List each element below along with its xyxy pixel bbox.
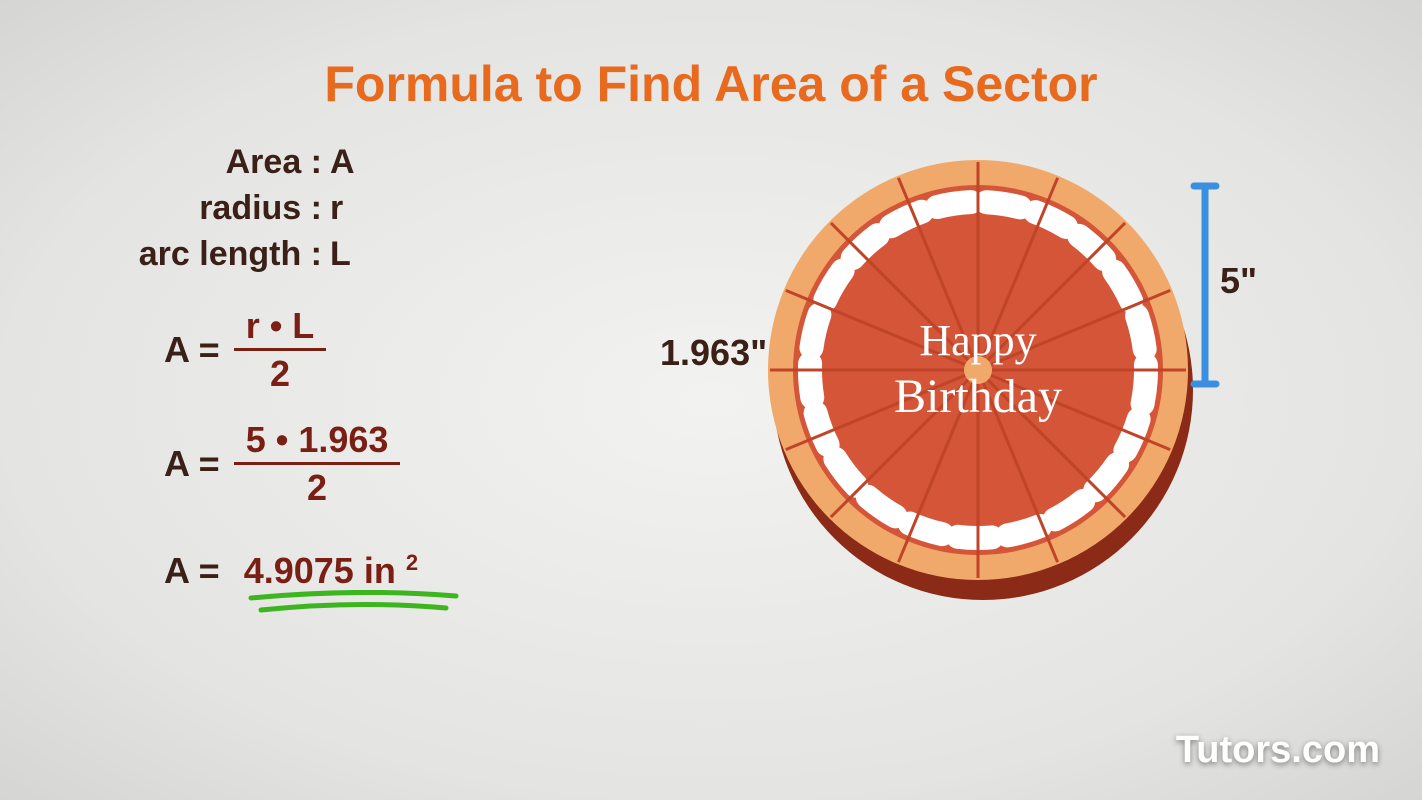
watermark: Tutors.com bbox=[1176, 729, 1380, 772]
eq-lhs: A = bbox=[164, 550, 220, 591]
def-label: radius : bbox=[130, 186, 330, 232]
page-title: Formula to Find Area of a Sector bbox=[0, 55, 1422, 113]
equation-formula: A = r • L 2 bbox=[164, 306, 550, 394]
radius-bracket-icon bbox=[1190, 180, 1220, 390]
eq-lhs: A = bbox=[164, 443, 220, 485]
radius-label: 5" bbox=[1220, 260, 1257, 302]
def-label: Area : bbox=[130, 140, 330, 186]
cake-text-2: Birthday bbox=[894, 370, 1062, 423]
denominator: 2 bbox=[270, 351, 290, 394]
fraction: 5 • 1.963 2 bbox=[234, 420, 401, 508]
equation-substituted: A = 5 • 1.963 2 bbox=[164, 420, 550, 508]
underline-icon bbox=[246, 590, 466, 620]
fraction: r • L 2 bbox=[234, 306, 327, 394]
answer-exponent: 2 bbox=[406, 550, 418, 575]
eq-lhs: A = bbox=[164, 329, 220, 371]
equation-answer: A = 4.9075 in 2 bbox=[164, 550, 418, 592]
cake-text-1: Happy bbox=[919, 316, 1036, 365]
def-symbol: A bbox=[330, 140, 355, 186]
cake-diagram: Happy Birthday bbox=[768, 150, 1208, 620]
def-symbol: r bbox=[330, 186, 343, 232]
denominator: 2 bbox=[307, 465, 327, 508]
def-area: Area : A bbox=[130, 140, 550, 186]
def-arclength: arc length : L bbox=[130, 232, 550, 278]
numerator: 5 • 1.963 bbox=[234, 420, 401, 466]
def-radius: radius : r bbox=[130, 186, 550, 232]
definitions-block: Area : A radius : r arc length : L bbox=[130, 140, 550, 278]
formula-column: Area : A radius : r arc length : L A = r… bbox=[130, 140, 550, 618]
def-symbol: L bbox=[330, 232, 351, 278]
arc-length-label: 1.963" bbox=[660, 332, 767, 374]
answer-value: 4.9075 in bbox=[244, 550, 396, 591]
numerator: r • L bbox=[234, 306, 327, 352]
diagram-area: 1.963" 5" bbox=[660, 150, 1360, 670]
equations-block: A = r • L 2 A = 5 • 1.963 2 A = 4.9075 i… bbox=[130, 306, 550, 618]
def-label: arc length : bbox=[130, 232, 330, 278]
